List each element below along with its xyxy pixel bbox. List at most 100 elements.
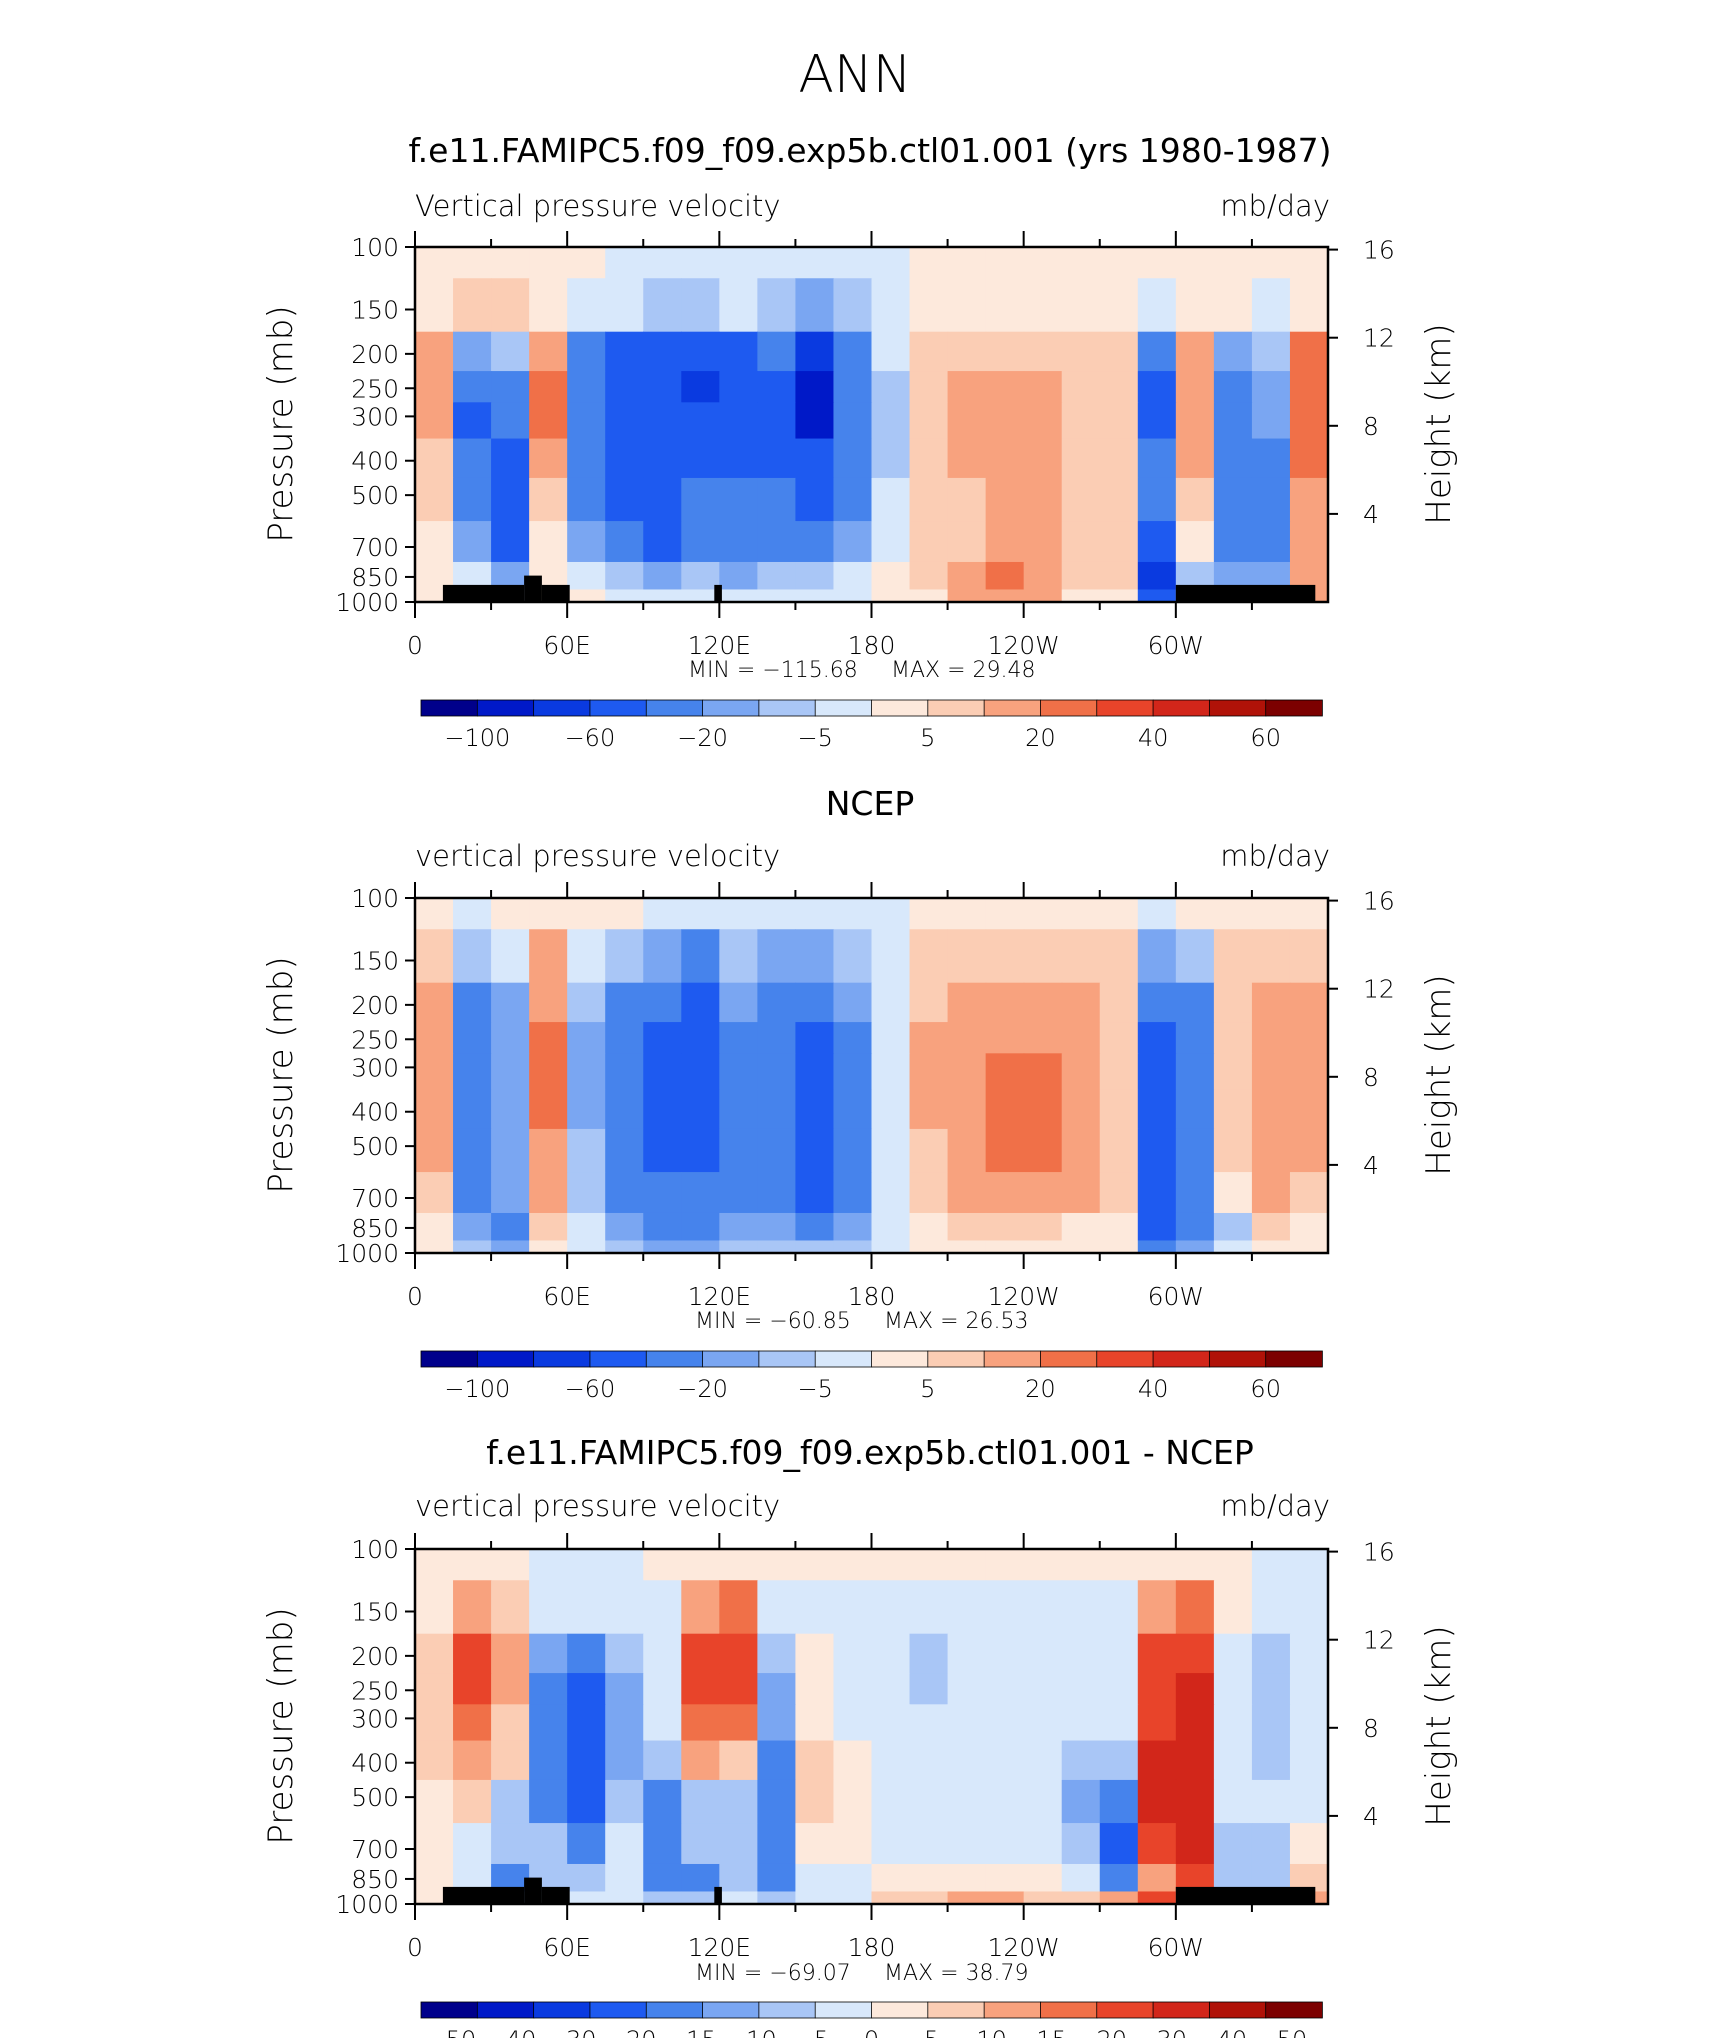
heatmap-cell bbox=[985, 278, 1025, 333]
heatmap-cell bbox=[1251, 1172, 1291, 1214]
colorbar-swatch bbox=[814, 2001, 873, 2019]
heatmap-cell bbox=[1023, 1240, 1063, 1253]
heatmap-cell bbox=[605, 1022, 644, 1054]
colorbar-swatch bbox=[533, 1350, 591, 1368]
heatmap-cell bbox=[795, 589, 835, 602]
heatmap-cell bbox=[1289, 331, 1328, 372]
colorbar-swatch bbox=[871, 2001, 929, 2019]
heatmap-cell bbox=[1137, 1823, 1177, 1865]
heatmap-cell bbox=[795, 1580, 835, 1635]
heatmap-cell bbox=[681, 371, 720, 403]
heatmap-cell bbox=[453, 1779, 492, 1824]
heatmap-cell bbox=[529, 1823, 568, 1865]
heatmap-cell bbox=[1099, 982, 1139, 1023]
heatmap-cell bbox=[605, 1823, 644, 1865]
heatmap-cell bbox=[643, 1704, 682, 1742]
heatmap-cell bbox=[947, 1022, 987, 1054]
heatmap-cell bbox=[833, 1740, 873, 1781]
heatmap-cell bbox=[453, 1823, 492, 1865]
heatmap-cell bbox=[1175, 1172, 1215, 1214]
heatmap-cell bbox=[947, 1673, 987, 1705]
heatmap-cell bbox=[643, 561, 682, 591]
colorbar-swatch bbox=[983, 1350, 1042, 1368]
y-tick-label: 300 bbox=[351, 402, 399, 431]
heatmap-cell bbox=[605, 1089, 644, 1130]
heatmap-cell bbox=[947, 331, 987, 372]
heatmap-cell bbox=[985, 1128, 1025, 1173]
heatmap-cell bbox=[1061, 1128, 1101, 1173]
max-value-label: MAX = 26.53 bbox=[884, 1309, 1029, 1334]
heatmap-cell bbox=[643, 1823, 682, 1865]
heatmap-cell bbox=[1289, 521, 1328, 563]
heatmap-cell bbox=[1023, 1673, 1063, 1705]
heatmap-cell bbox=[871, 402, 911, 440]
heatmap-cell bbox=[415, 1089, 454, 1130]
heatmap-cell bbox=[1137, 1128, 1177, 1173]
heatmap-cell bbox=[567, 1128, 606, 1173]
x-tick-label: 60W bbox=[1148, 1933, 1205, 1962]
colorbar-swatch bbox=[645, 1350, 704, 1368]
heatmap-cell bbox=[453, 1053, 492, 1091]
heatmap-cell bbox=[1289, 929, 1328, 984]
heatmap-cell bbox=[681, 278, 720, 333]
heatmap-cell bbox=[757, 1779, 797, 1824]
heatmap-cell bbox=[1099, 1212, 1139, 1242]
colorbar-swatch bbox=[1096, 2001, 1154, 2019]
heatmap-cell bbox=[909, 1704, 949, 1742]
heatmap-cell bbox=[415, 477, 454, 522]
heatmap-cell bbox=[985, 561, 1025, 591]
heatmap-cell bbox=[871, 1633, 911, 1674]
z-tick-label: 4 bbox=[1363, 1802, 1379, 1831]
heatmap-cell bbox=[491, 438, 530, 479]
heatmap-cell bbox=[605, 929, 644, 984]
heatmap-cell bbox=[453, 1740, 492, 1781]
panel-ncep: NCEP vertical pressure velocity mb/day P… bbox=[261, 784, 1459, 1403]
colorbar-swatch bbox=[1096, 1350, 1154, 1368]
topography-block bbox=[1175, 584, 1316, 602]
heatmap-cell bbox=[719, 1172, 758, 1214]
colorbar: −50−40−30−20−15−10−505101520304050 bbox=[420, 2001, 1323, 2038]
heatmap-cell bbox=[1023, 561, 1063, 591]
heatmap-cell bbox=[1289, 1240, 1328, 1253]
heatmap-cell bbox=[453, 898, 492, 930]
heatmap-cell bbox=[567, 1089, 606, 1130]
heatmap-cell bbox=[453, 1128, 492, 1173]
heatmap-cell bbox=[757, 929, 797, 984]
y-tick-label: 250 bbox=[351, 374, 399, 403]
heatmap-cell bbox=[757, 561, 797, 591]
heatmap-cell bbox=[947, 521, 987, 563]
heatmap-cell bbox=[871, 1212, 911, 1242]
heatmap-cell bbox=[1251, 371, 1291, 403]
colorbar-swatch bbox=[533, 699, 591, 717]
heatmap-cell bbox=[415, 1053, 454, 1091]
y-tick-label: 850 bbox=[351, 1214, 399, 1243]
colorbar-swatch bbox=[476, 2001, 535, 2019]
heatmap-cell bbox=[605, 477, 644, 522]
heatmap-cell bbox=[833, 1128, 873, 1173]
heatmap-cell bbox=[1023, 898, 1063, 930]
heatmap-cell bbox=[1137, 1212, 1177, 1242]
colorbar-swatch bbox=[476, 1350, 535, 1368]
x-tick-label: 120W bbox=[987, 1933, 1059, 1962]
heatmap-cell bbox=[1061, 1823, 1101, 1865]
heatmap-cell bbox=[1137, 1779, 1177, 1824]
colorbar-label: −20 bbox=[677, 1375, 728, 1403]
colorbar-swatch bbox=[1040, 699, 1098, 717]
z-tick-label: 12 bbox=[1363, 324, 1395, 353]
heatmap-cell bbox=[643, 1740, 682, 1781]
heatmap-cell bbox=[833, 982, 873, 1023]
heatmap-cell bbox=[453, 1580, 492, 1635]
heatmap-cell bbox=[681, 521, 720, 563]
heatmap-cell bbox=[643, 1580, 682, 1635]
heatmap-cell bbox=[415, 1128, 454, 1173]
colorbar-label: 20 bbox=[1097, 2026, 1128, 2038]
heatmap-cell bbox=[643, 438, 682, 479]
heatmap-cell bbox=[491, 1740, 530, 1781]
heatmap-cell bbox=[567, 1863, 606, 1893]
heatmap-cell bbox=[1137, 898, 1177, 930]
heatmap-cell bbox=[567, 1549, 606, 1581]
heatmap-cell bbox=[1061, 561, 1101, 591]
heatmap-cell bbox=[491, 1704, 530, 1742]
heatmap-cell bbox=[567, 1891, 606, 1904]
heatmap-cell bbox=[985, 1633, 1025, 1674]
